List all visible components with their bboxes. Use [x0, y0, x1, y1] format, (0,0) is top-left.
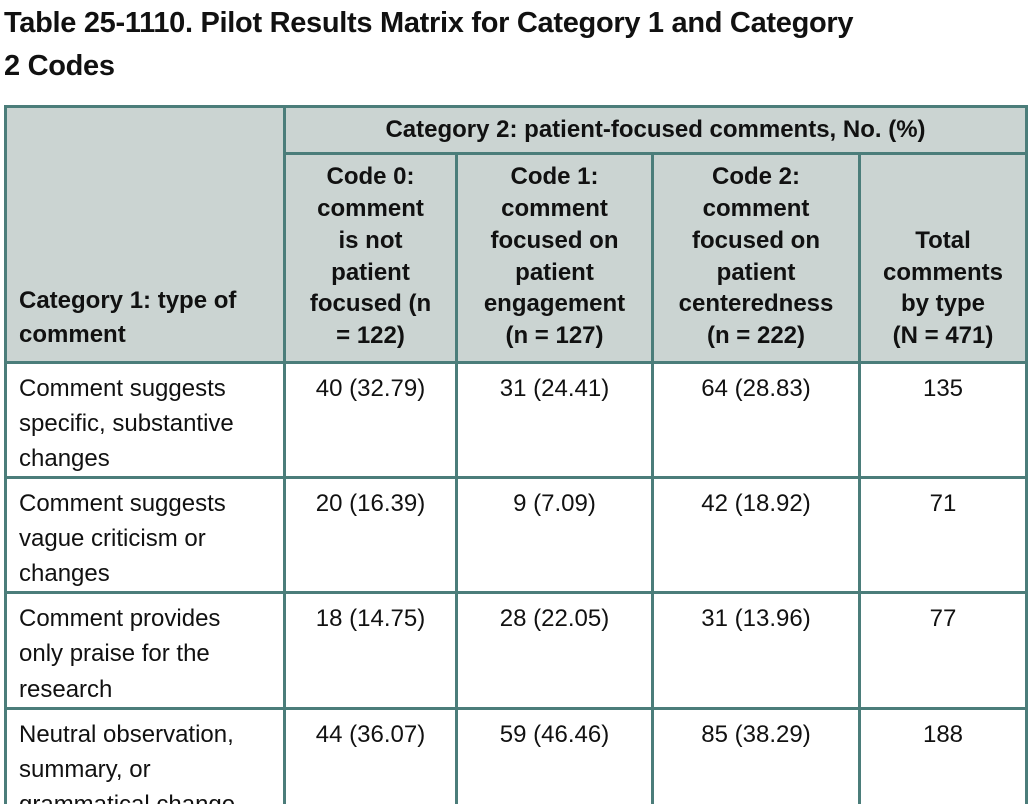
spanner-row: Category 1: type of comment Category 2: …	[4, 104, 1029, 365]
cell-code0: 18 (14.75)	[283, 591, 458, 710]
cell-code1: 59 (46.46)	[455, 706, 654, 804]
column-header-code0: Code 0: comment is not patient focused (…	[283, 151, 458, 365]
cell-code2: 85 (38.29)	[651, 706, 861, 804]
table-body: Comment suggests specific, substantive c…	[4, 361, 1029, 804]
cell-code1: 9 (7.09)	[455, 476, 654, 595]
cell-code0: 20 (16.39)	[283, 476, 458, 595]
cell-code1: 31 (24.41)	[455, 361, 654, 480]
cell-code2: 64 (28.83)	[651, 361, 861, 480]
cell-total: 71	[857, 476, 1029, 595]
results-table: Category 1: type of comment Category 2: …	[4, 104, 1029, 804]
cell-code1: 28 (22.05)	[455, 591, 654, 710]
row-label: Comment suggests specific, substantive c…	[4, 361, 286, 480]
corner-header-category1: Category 1: type of comment	[4, 104, 286, 365]
cell-total: 188	[857, 706, 1029, 804]
table-row: Comment suggests vague criticism or chan…	[4, 476, 1029, 595]
table-row: Neutral observation, summary, or grammat…	[4, 706, 1029, 804]
cell-code0: 44 (36.07)	[283, 706, 458, 804]
cell-code2: 31 (13.96)	[651, 591, 861, 710]
column-header-row: Code 0: comment is not patient focused (…	[6, 151, 1029, 365]
spanner-header-category2: Category 2: patient-focused comments, No…	[282, 104, 1029, 155]
column-header-code2: Code 2: comment focused on patient cente…	[651, 151, 861, 365]
table-row: Comment suggests specific, substantive c…	[4, 361, 1029, 480]
cell-total: 77	[857, 591, 1029, 710]
column-header-total: Total comments by type (N = 471)	[857, 151, 1029, 365]
row-label: Comment suggests vague criticism or chan…	[4, 476, 286, 595]
cell-code0: 40 (32.79)	[283, 361, 458, 480]
row-label: Comment provides only praise for the res…	[4, 591, 286, 710]
cell-total: 135	[857, 361, 1029, 480]
table-header: Category 1: type of comment Category 2: …	[4, 104, 1029, 365]
page-title: Table 25-1110. Pilot Results Matrix for …	[4, 7, 854, 82]
column-header-code1: Code 1: comment focused on patient engag…	[455, 151, 654, 365]
cell-code2: 42 (18.92)	[651, 476, 861, 595]
table-row: Comment provides only praise for the res…	[4, 591, 1029, 710]
row-label: Neutral observation, summary, or grammat…	[4, 706, 286, 804]
